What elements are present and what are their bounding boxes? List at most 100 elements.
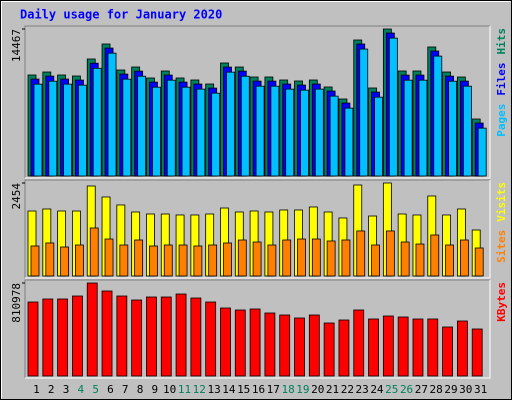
bar xyxy=(181,86,191,177)
bar xyxy=(427,318,439,377)
bar xyxy=(190,297,202,377)
bar xyxy=(459,239,469,277)
panel-shadow xyxy=(24,179,490,278)
bar xyxy=(122,78,132,177)
bar xyxy=(368,318,379,377)
x-tick-label: 7 xyxy=(122,383,129,396)
y-tick-label: 810978 xyxy=(10,283,23,323)
bar xyxy=(314,88,324,177)
bar xyxy=(63,83,73,177)
bar xyxy=(75,244,84,277)
x-tick-label: 13 xyxy=(207,383,220,396)
bar xyxy=(237,239,247,277)
bar xyxy=(57,298,69,377)
x-tick-label: 16 xyxy=(252,383,265,396)
bar xyxy=(211,92,221,177)
bar xyxy=(418,79,428,177)
x-tick-label: 22 xyxy=(341,383,354,396)
x-tick-label: 12 xyxy=(193,383,206,396)
bar xyxy=(338,319,350,377)
bar xyxy=(400,241,410,277)
bar xyxy=(344,107,354,177)
bar xyxy=(220,307,231,377)
bar xyxy=(448,80,457,177)
bar xyxy=(137,75,147,177)
bar xyxy=(445,244,454,277)
legend-entry: Sites xyxy=(495,230,508,263)
x-tick-label: 5 xyxy=(92,383,99,396)
x-tick-label: 3 xyxy=(63,383,70,396)
bar xyxy=(430,234,440,277)
bar xyxy=(329,95,339,177)
bar xyxy=(415,243,425,277)
bar xyxy=(116,295,128,377)
legend-entry: Files xyxy=(495,63,508,96)
bar xyxy=(166,79,176,177)
bar xyxy=(294,317,305,377)
legend: Sites Visits xyxy=(495,182,508,263)
bar xyxy=(72,295,83,377)
x-tick-label: 2 xyxy=(48,383,55,396)
bar xyxy=(462,85,472,177)
bar xyxy=(196,88,206,177)
x-tick-label: 10 xyxy=(163,383,176,396)
bar xyxy=(397,316,409,377)
bar xyxy=(282,239,292,277)
bar xyxy=(471,328,483,377)
panel-shadow xyxy=(24,279,490,378)
bar xyxy=(255,85,265,177)
bar xyxy=(107,52,117,177)
x-tick-label: 20 xyxy=(311,383,324,396)
bar xyxy=(374,96,383,177)
legend-entry: KBytes xyxy=(495,282,508,322)
bar xyxy=(403,79,413,177)
bar xyxy=(308,314,320,377)
x-tick-label: 27 xyxy=(415,383,428,396)
bar xyxy=(45,242,55,277)
x-tick-label: 19 xyxy=(296,383,309,396)
bar xyxy=(270,85,280,177)
chart-title: Daily usage for January 2020 xyxy=(20,8,222,22)
bar xyxy=(92,67,102,177)
x-tick-label: 26 xyxy=(400,383,413,396)
bar xyxy=(86,282,98,377)
bar xyxy=(101,290,113,377)
x-tick-label: 23 xyxy=(356,383,369,396)
bar xyxy=(249,308,261,377)
y-tick-label: 14467 xyxy=(10,29,23,62)
x-tick-label: 1 xyxy=(33,383,40,396)
bar xyxy=(264,312,276,377)
bar xyxy=(359,48,369,177)
bar xyxy=(119,244,129,277)
panel-shadow xyxy=(24,25,490,178)
bar xyxy=(234,309,246,377)
bar xyxy=(300,89,309,177)
bar xyxy=(442,326,453,377)
x-tick-label: 29 xyxy=(444,383,457,396)
x-tick-label: 17 xyxy=(267,383,280,396)
bar xyxy=(433,55,443,177)
bar xyxy=(382,315,394,377)
legend: Pages Files Hits xyxy=(495,28,508,137)
bar xyxy=(356,230,366,277)
bar xyxy=(78,84,87,177)
bar xyxy=(341,239,351,277)
x-tick-label: 24 xyxy=(370,383,384,396)
bar xyxy=(149,245,158,277)
x-tick-label: 8 xyxy=(137,383,144,396)
panel-light xyxy=(25,280,491,379)
bar xyxy=(152,86,161,177)
bar xyxy=(89,227,99,277)
bar xyxy=(27,301,39,377)
bar xyxy=(134,239,144,277)
bar xyxy=(388,37,398,177)
bar xyxy=(223,242,232,277)
bar xyxy=(371,244,380,277)
bar xyxy=(205,301,217,377)
bar xyxy=(48,80,58,177)
x-tick-label: 15 xyxy=(237,383,250,396)
bar xyxy=(60,246,70,277)
bar xyxy=(456,320,468,377)
